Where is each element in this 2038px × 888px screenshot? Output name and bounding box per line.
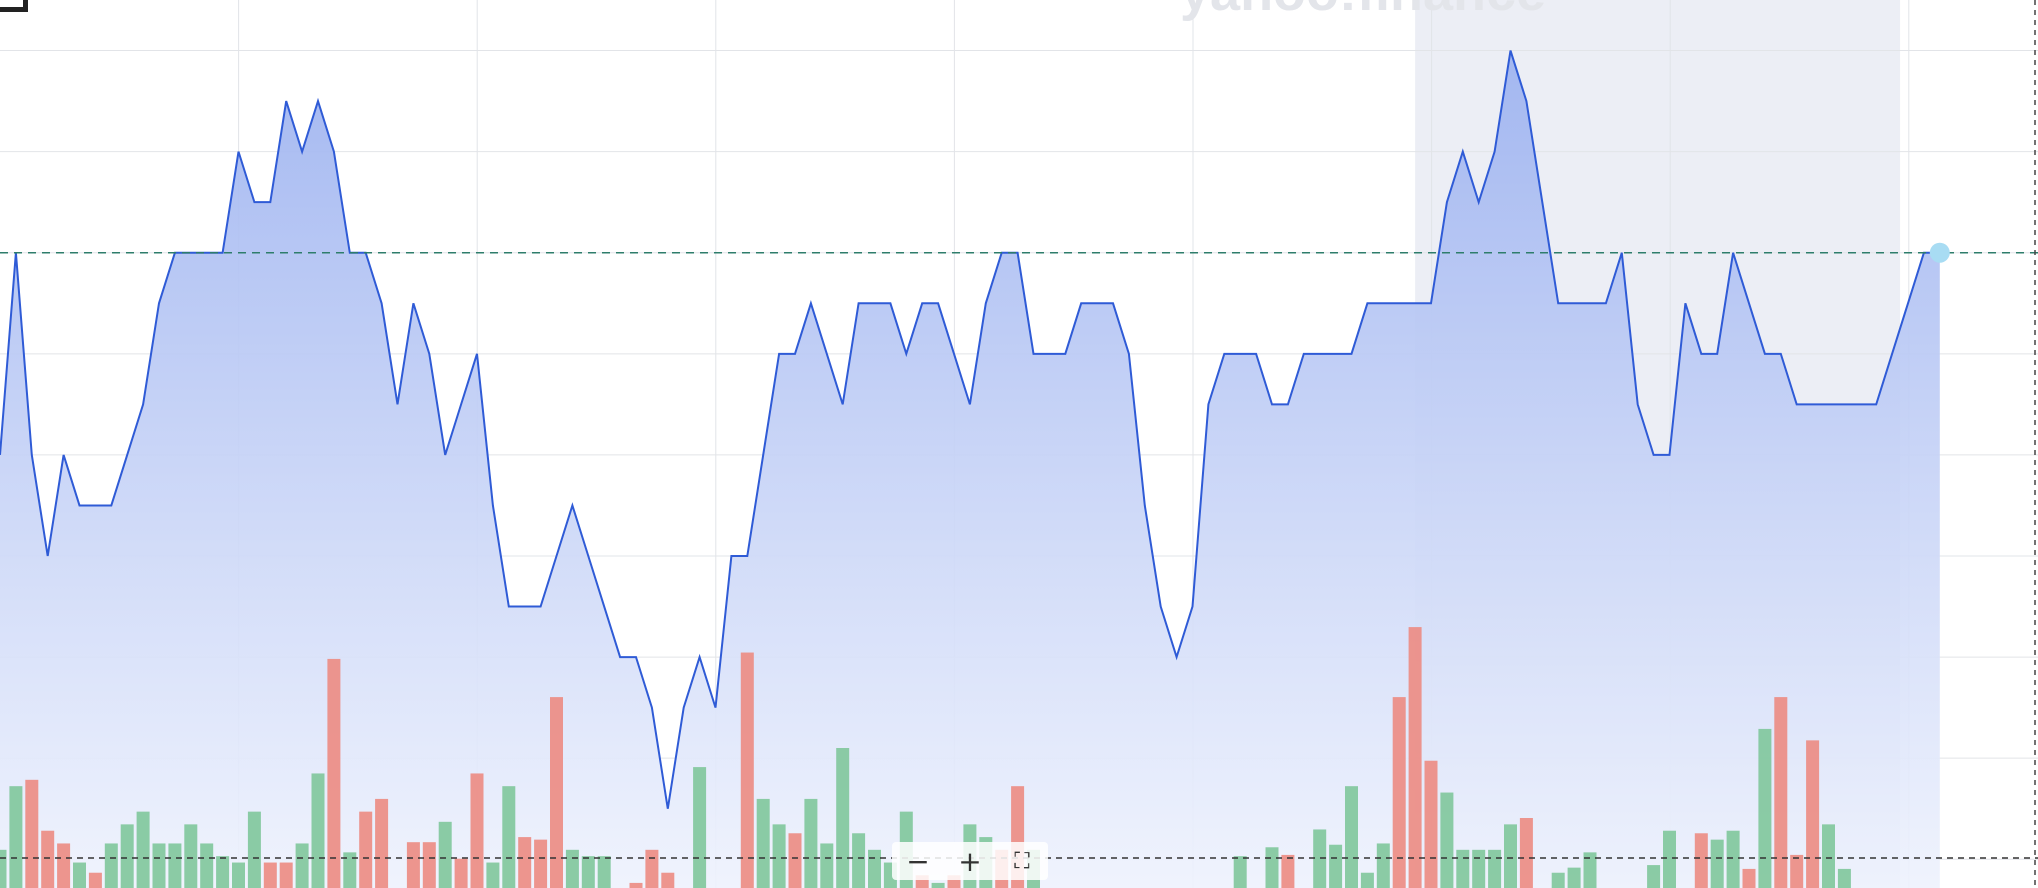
price-area (0, 50, 1940, 888)
volume-bar (1408, 627, 1422, 888)
volume-bar (581, 856, 595, 888)
volume-bar (852, 833, 866, 888)
volume-bar (550, 697, 563, 888)
volume-bar (1567, 867, 1581, 888)
volume-bar (1233, 856, 1247, 888)
volume-bar (565, 849, 579, 888)
volume-bar (1774, 697, 1788, 888)
volume-bar (200, 843, 214, 888)
volume-bar (1647, 865, 1661, 888)
volume-bar (1837, 868, 1851, 888)
volume-bar (343, 852, 357, 888)
volume-bar (1519, 818, 1533, 888)
volume-bar (375, 798, 389, 888)
volume-bar (359, 811, 373, 888)
volume-bar (57, 843, 71, 888)
expand-icon[interactable]: ⛶ (1014, 848, 1030, 874)
volume-bar (0, 849, 7, 888)
volume-bar (1265, 847, 1279, 888)
volume-bar (1742, 868, 1756, 888)
volume-bar (693, 767, 707, 888)
volume-bar (88, 872, 102, 888)
volume-bar (1488, 849, 1502, 888)
volume-bar (1281, 854, 1295, 888)
volume-bar (1472, 849, 1486, 888)
volume-bar (136, 811, 150, 888)
volume-bar (104, 843, 118, 888)
volume-bar (168, 843, 182, 888)
volume-bar (311, 773, 325, 888)
volume-bar (661, 872, 675, 888)
volume-bar (1806, 740, 1820, 888)
corner-marker (0, 0, 28, 12)
volume-bar (1583, 852, 1597, 888)
volume-bar (152, 843, 166, 888)
price-line (0, 50, 1940, 809)
volume-bar (1822, 824, 1835, 888)
volume-bar (868, 849, 881, 888)
volume-bar (1313, 829, 1327, 888)
volume-bar (422, 842, 436, 888)
volume-bar (597, 856, 611, 888)
volume-bar (1345, 786, 1358, 888)
volume-bar (534, 839, 548, 888)
volume-bar (247, 811, 261, 888)
volume-bar (1456, 849, 1470, 888)
volume-bar (931, 882, 945, 888)
volume-bar (1726, 830, 1740, 888)
volume-bar (1710, 839, 1724, 888)
volume-bar (73, 862, 86, 888)
volume-bars (0, 627, 1851, 888)
volume-bar (454, 858, 468, 888)
volume-bar (406, 842, 420, 888)
last-price-dot[interactable] (1929, 242, 1950, 263)
volume-bar (1504, 824, 1517, 888)
volume-bar (9, 786, 23, 888)
plus-icon[interactable]: + (958, 844, 982, 878)
volume-bar (120, 824, 134, 888)
volume-bar (279, 862, 293, 888)
volume-bar (740, 652, 754, 888)
volume-bar (1392, 697, 1406, 888)
volume-bar (772, 824, 786, 888)
volume-bar (1329, 844, 1343, 888)
volume-bar (1440, 792, 1454, 888)
volume-bar (1694, 833, 1708, 888)
volume-bar (788, 833, 802, 888)
volume-bar (502, 786, 516, 888)
zoom-controls: − + ⛶ (892, 842, 1048, 880)
volume-bar (295, 843, 309, 888)
yahoo-finance-watermark: yahoo!finance (1180, 0, 1546, 22)
volume-bar (1551, 872, 1565, 888)
volume-bar (1424, 760, 1438, 888)
volume-bar (645, 849, 659, 888)
volume-bar (41, 830, 55, 888)
volume-bar (232, 862, 245, 888)
volume-bar (804, 798, 818, 888)
volume-bar (1663, 830, 1676, 888)
volume-bar (216, 856, 230, 888)
volume-bar (1790, 854, 1804, 888)
volume-bar (327, 658, 341, 888)
volume-bar (184, 824, 198, 888)
minus-icon[interactable]: − (906, 844, 930, 878)
volume-bar (1376, 843, 1390, 888)
volume-bar (1360, 872, 1374, 888)
volume-bar (486, 862, 500, 888)
volume-bar (263, 862, 277, 888)
volume-bar (1758, 728, 1772, 888)
volume-bar (756, 798, 770, 888)
volume-bar (629, 882, 643, 888)
volume-bar (438, 821, 452, 888)
volume-bar (820, 843, 834, 888)
volume-bar (518, 837, 532, 888)
volume-bar (836, 748, 850, 888)
volume-bar (25, 779, 39, 888)
volume-bar (470, 773, 484, 888)
